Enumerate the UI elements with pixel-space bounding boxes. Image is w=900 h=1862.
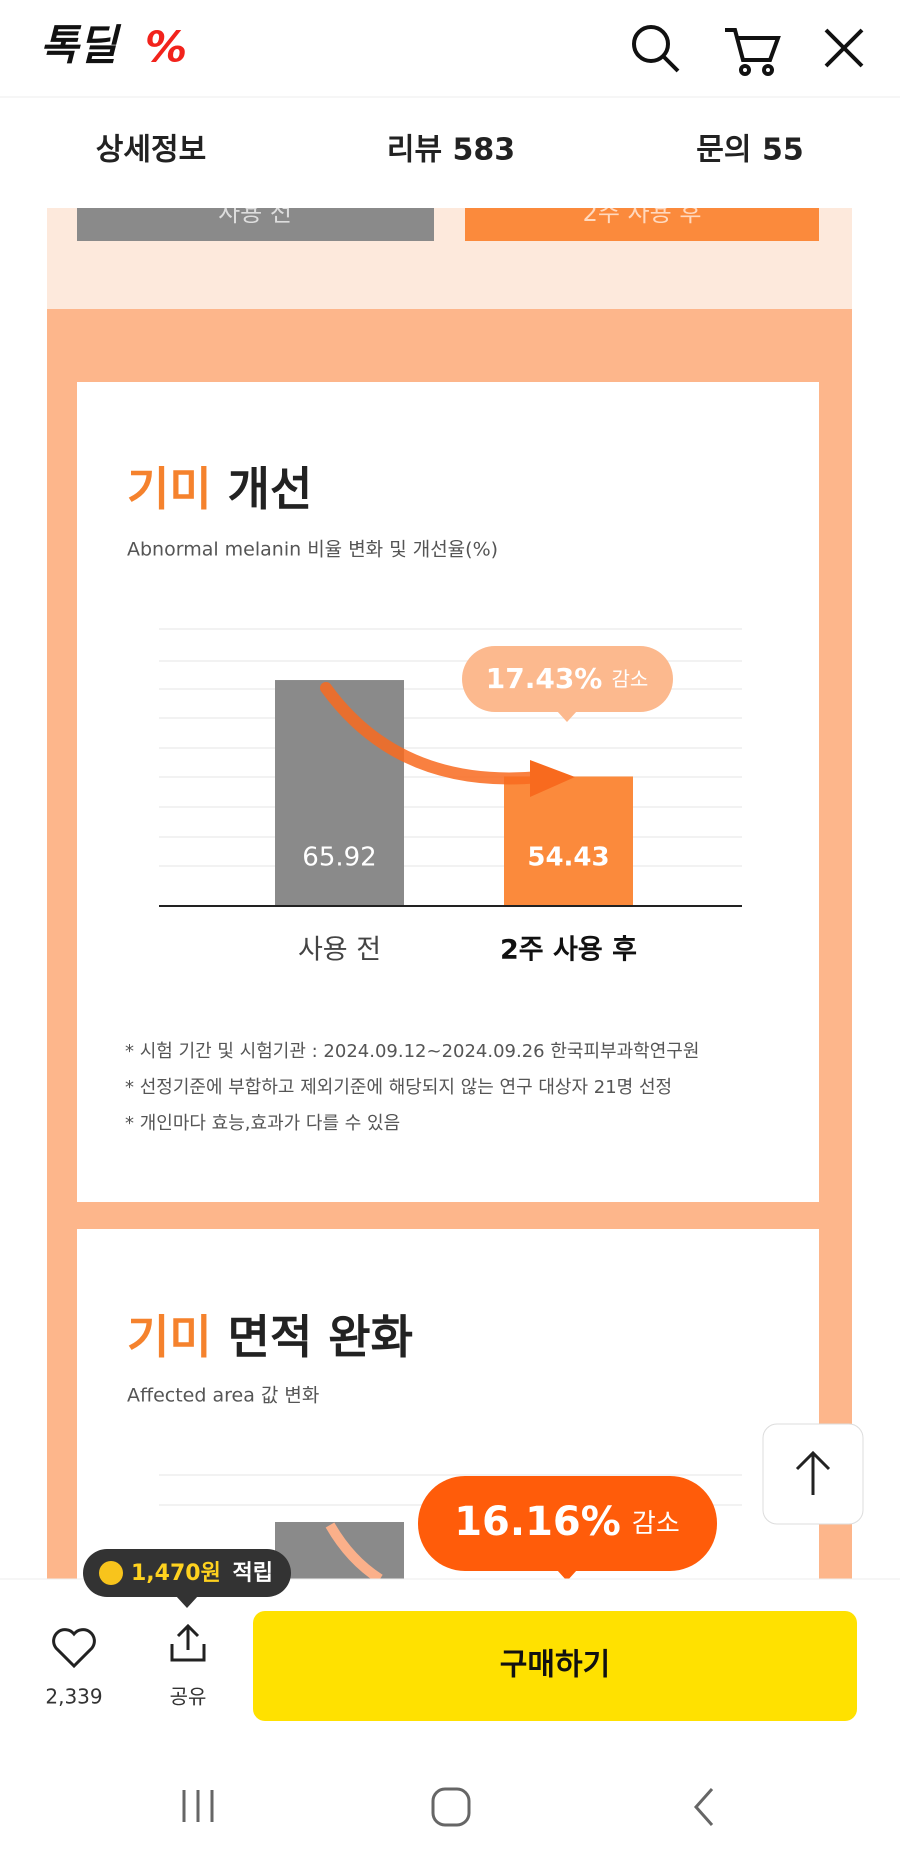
tab-bar [0,98,900,208]
nav-bar [0,1745,900,1862]
arrow [325,1522,383,1584]
cart-icon[interactable] [725,28,781,76]
logo-mark: % [145,23,187,72]
points-suffix: 적립 [233,1561,273,1586]
badge-value: 17.43% [486,662,603,695]
tab[interactable]: 문의 55 [696,133,803,168]
title-highlight: 기미 [127,1310,212,1364]
badge [462,646,673,712]
card-title: 기미 개선 [127,462,312,516]
card [77,382,819,1202]
bar-partial [275,1522,404,1579]
arrow [320,682,546,785]
close-icon[interactable] [824,28,864,68]
footnote: * 선정기준에 부합하고 제외기준에 해당되지 않는 연구 대상자 21명 선정 [125,1077,672,1098]
value-label: 54.43 [527,843,609,873]
buy-button[interactable] [253,1611,857,1721]
badge [418,1476,717,1571]
value-label: 65.92 [302,843,376,873]
search-icon[interactable] [632,25,680,73]
footnote: * 개인마다 효능,효과가 다를 수 있음 [125,1113,400,1134]
logo[interactable]: 톡딜 [40,21,122,70]
like-icon[interactable] [52,1628,96,1669]
title-rest: 면적 완화 [228,1310,413,1364]
arrow-head [530,760,575,797]
title-rest: 개선 [228,462,313,516]
bar [504,776,633,906]
points-amount: 1,470원 [131,1561,221,1586]
category-label: 사용 전 [298,935,381,966]
points-tail [176,1596,198,1608]
points-badge [83,1549,291,1597]
badge-suffix: 감소 [611,667,648,691]
back-button[interactable] [693,1788,714,1826]
card-subtitle: Abnormal melanin 비율 변화 및 개선율(%) [127,539,498,561]
title-highlight: 기미 [127,462,212,516]
bar [275,680,404,906]
badge-text: 17.43% 감소 [486,662,649,695]
badge-text: 16.16% 감소 [454,1499,680,1545]
home-button[interactable] [431,1787,471,1827]
points-text: 1,470원 적립 [131,1561,273,1586]
footnote: * 시험 기간 및 시험기관 : 2024.09.12~2024.09.26 한… [125,1041,699,1062]
recent-apps-button[interactable] [182,1790,214,1822]
badge-tail [557,1570,577,1581]
badge-value: 16.16% [454,1499,621,1545]
points-icon [99,1561,123,1585]
share-label[interactable]: 공유 [170,1685,207,1709]
card-subtitle: Affected area 값 변화 [127,1385,319,1407]
tab[interactable]: 리뷰 583 [387,133,515,168]
tab[interactable]: 상세정보 [96,133,206,168]
header [0,0,900,97]
badge-suffix: 감소 [632,1509,680,1539]
share-icon[interactable] [170,1623,206,1662]
up-icon [795,1450,831,1495]
like-count: 2,339 [45,1685,102,1709]
card-title: 기미 면적 완화 [127,1310,413,1364]
category-label: 2주 사용 후 [500,935,637,966]
badge-tail [557,711,577,722]
buy-label[interactable]: 구매하기 [500,1648,610,1683]
